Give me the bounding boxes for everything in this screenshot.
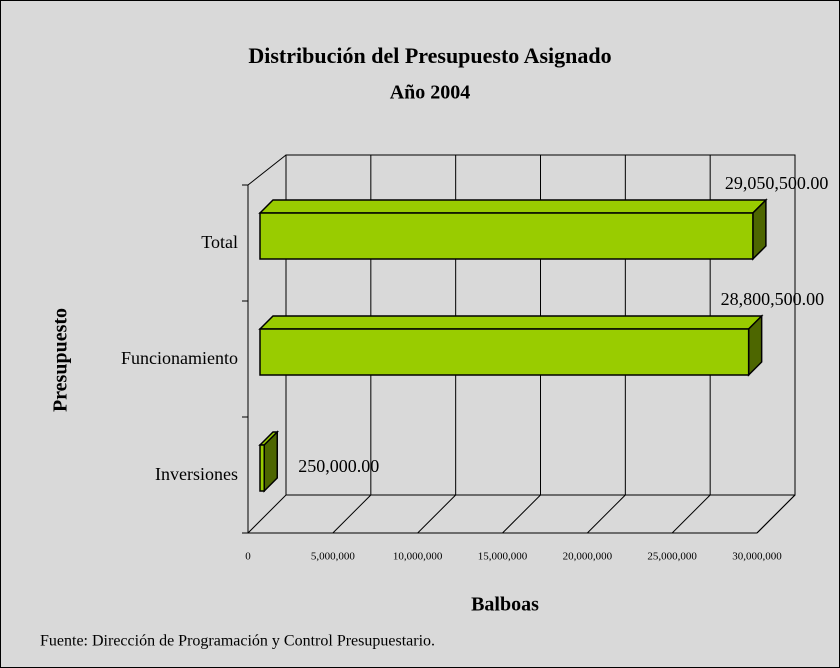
bar-front [259, 328, 750, 376]
x-tick-label: 15,000,000 [478, 551, 528, 563]
x-axis-label: Balboas [471, 594, 539, 616]
bar-front [259, 212, 754, 260]
floor-grid-line [332, 494, 372, 534]
bar-top [258, 199, 768, 214]
bar [258, 198, 768, 261]
x-tick-label: 30,000,000 [732, 551, 782, 563]
source-note: Fuente: Dirección de Programación y Cont… [40, 633, 435, 650]
x-tick-label: 0 [245, 551, 251, 563]
y-axis-label: Presupuesto [50, 308, 72, 412]
value-label: 29,050,500.00 [725, 173, 829, 193]
x-tick-label: 10,000,000 [393, 551, 443, 563]
value-label: 28,800,500.00 [721, 289, 825, 309]
y-tick-label: Inversiones [155, 464, 238, 484]
x-tick-label: 20,000,000 [563, 551, 613, 563]
floor-grid-line [756, 494, 796, 534]
floor-grid-line [502, 494, 541, 534]
chart-title: Distribución del Presupuesto Asignado [248, 43, 611, 68]
x-tick-label: 5,000,000 [311, 551, 356, 563]
bar-front [259, 444, 265, 492]
value-label: 250,000.00 [298, 456, 379, 476]
floor-grid-line [417, 494, 457, 534]
bar [258, 430, 280, 493]
chart-subtitle: Año 2004 [390, 82, 471, 104]
left-wall-top [247, 154, 287, 186]
floor-grid-line [671, 494, 711, 534]
x-tick-label: 25,000,000 [647, 551, 697, 563]
bar [258, 314, 764, 377]
bar-top [258, 315, 764, 330]
floor-grid-line [247, 494, 287, 534]
floor-grid-line [586, 494, 626, 534]
y-tick-label: Total [201, 232, 238, 252]
y-tick-label: Funcionamiento [121, 348, 238, 368]
